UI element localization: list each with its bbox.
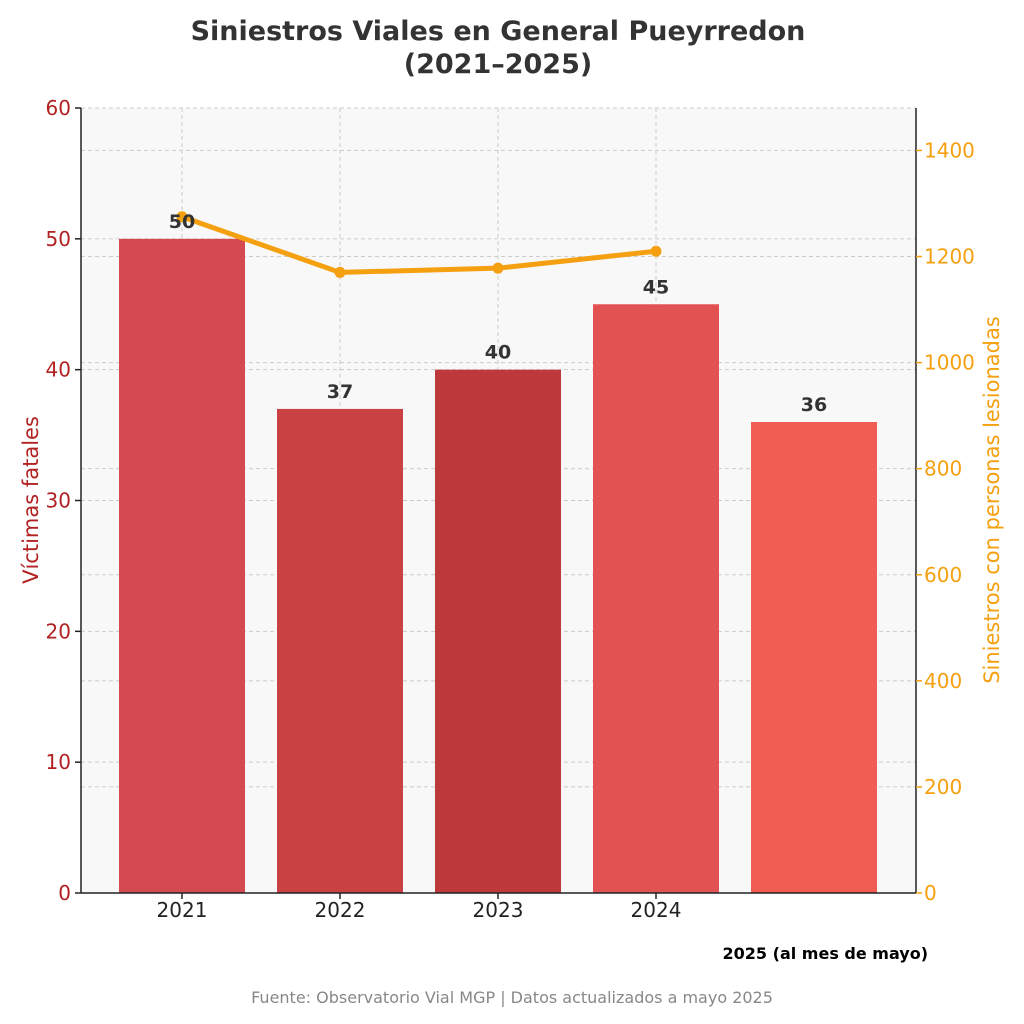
y-axis-label-right: Siniestros con personas lesionadas bbox=[980, 316, 1004, 684]
right-tick-label-7: 1400 bbox=[924, 138, 975, 162]
chart-title-line1: Siniestros Viales en General Pueyrredon bbox=[191, 16, 806, 47]
right-tick-label-4: 800 bbox=[924, 457, 962, 481]
left-tick-label-3: 30 bbox=[46, 489, 71, 513]
right-ticks: 0 200 400 600 800 1000 1200 1400 bbox=[916, 138, 975, 905]
left-tick-label-2: 20 bbox=[46, 619, 71, 643]
bar-1 bbox=[277, 408, 403, 893]
left-tick-label-6: 60 bbox=[46, 96, 71, 120]
bar-label-4: 36 bbox=[801, 394, 827, 416]
x-tick-label-3: 2024 bbox=[631, 898, 682, 922]
data-labels: 50 37 40 45 36 bbox=[169, 211, 827, 416]
bar-4 bbox=[751, 422, 877, 893]
right-tick-label-5: 1000 bbox=[924, 351, 975, 375]
line-point-3 bbox=[650, 245, 662, 257]
bar-label-3: 45 bbox=[643, 276, 669, 298]
bars bbox=[119, 238, 877, 894]
right-tick-label-6: 1200 bbox=[924, 245, 975, 269]
right-tick-label-0: 0 bbox=[924, 881, 937, 905]
chart-title-line2: (2021–2025) bbox=[404, 49, 592, 80]
x-ticks: 2021 2022 2023 2024 bbox=[157, 893, 682, 922]
y-axis-label-left: Víctimas fatales bbox=[19, 416, 43, 584]
bar-label-0: 50 bbox=[169, 211, 195, 233]
left-tick-label-5: 50 bbox=[46, 227, 71, 251]
bar-2 bbox=[435, 369, 561, 894]
right-tick-label-3: 600 bbox=[924, 563, 962, 587]
left-tick-label-4: 40 bbox=[46, 358, 71, 382]
bar-3 bbox=[593, 304, 719, 893]
right-tick-label-1: 200 bbox=[924, 775, 962, 799]
x-tick-label-2: 2023 bbox=[473, 898, 524, 922]
left-tick-label-0: 0 bbox=[58, 881, 71, 905]
x-tick-label-1: 2022 bbox=[315, 898, 366, 922]
right-tick-label-2: 400 bbox=[924, 669, 962, 693]
x-tick-label-0: 2021 bbox=[157, 898, 208, 922]
line-point-0 bbox=[176, 211, 188, 223]
bar-label-2: 40 bbox=[485, 342, 511, 364]
bar-0 bbox=[119, 238, 245, 894]
line-path bbox=[181, 214, 657, 275]
source-note: Fuente: Observatorio Vial MGP | Datos ac… bbox=[251, 988, 773, 1007]
line-point-2 bbox=[492, 262, 504, 274]
bar-label-1: 37 bbox=[327, 381, 353, 403]
left-ticks: 0 10 20 30 40 50 60 bbox=[46, 96, 81, 905]
annotation-2025: 2025 (al mes de mayo) bbox=[723, 944, 928, 963]
line-point-1 bbox=[334, 266, 346, 278]
left-tick-label-1: 10 bbox=[46, 750, 71, 774]
line-series bbox=[176, 211, 662, 278]
